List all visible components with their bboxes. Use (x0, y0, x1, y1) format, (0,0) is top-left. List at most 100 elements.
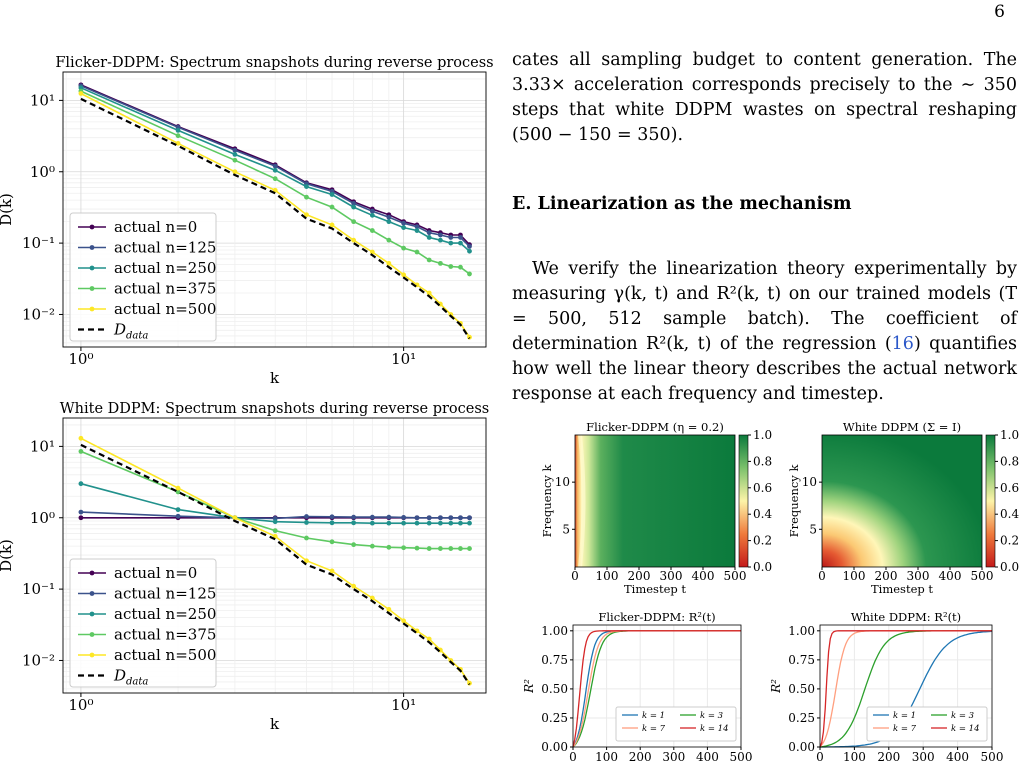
legend-label: actual n=0 (114, 218, 197, 236)
x-tick-label: 200 (629, 750, 652, 763)
data-point (426, 235, 432, 240)
legend-label: actual n=375 (114, 626, 216, 644)
plot-frame (62, 71, 487, 348)
data-point (426, 546, 432, 551)
y-tick-label: 10⁻² (22, 651, 55, 669)
data-point (386, 514, 392, 520)
legend-marker (89, 265, 95, 271)
x-tick-label: 100 (596, 569, 619, 583)
x-tick-label: 0 (816, 750, 824, 763)
data-point (448, 546, 454, 551)
heatmap-cells (575, 435, 735, 567)
data-point (458, 240, 463, 246)
chart-title: Flicker-DDPM: Spectrum snapshots during … (55, 55, 493, 71)
x-axis-label: k (270, 715, 280, 733)
series-line-2 (80, 87, 471, 252)
heatmap-chart-2: 0 100 200 300 400 500 5 10 White DDPM (Σ = I) Tim… (787, 420, 1019, 596)
data-point (467, 248, 472, 254)
data-point (401, 245, 407, 251)
y-tick-label: 0.00 (788, 740, 815, 754)
equation-ref-link[interactable]: 16 (891, 334, 914, 354)
data-point (437, 260, 443, 266)
data-point (232, 157, 238, 163)
data-point (351, 219, 357, 225)
data-point (369, 543, 375, 549)
legend-label: Ddata (113, 321, 148, 342)
data-point (351, 520, 357, 526)
legend-marker (89, 245, 95, 250)
x-tick-label: 400 (946, 750, 969, 763)
paragraph-2: We verify the linearization theory exper… (512, 257, 1017, 407)
y-tick-label: 10 (802, 475, 817, 489)
y-tick-label: 10⁰ (30, 163, 55, 181)
data-point (304, 212, 309, 218)
y-axis-label: D(k) (0, 193, 15, 226)
data-point (78, 449, 84, 454)
data-point (437, 237, 443, 243)
legend-label: k = 1 (642, 711, 665, 721)
data-point (232, 169, 238, 175)
data-point (467, 271, 472, 277)
y-axis-label: D(k) (0, 539, 15, 572)
y-tick-label: 0.75 (541, 653, 568, 667)
spectrum-chart-2: 10¹ 10⁰ 10⁻¹ 10⁻² 10⁰ 10¹ White DDPM: Spectrum… (0, 401, 489, 733)
legend-label: actual n=0 (114, 564, 197, 582)
data-point (329, 514, 335, 520)
x-axis-label: Timestep t (624, 582, 686, 596)
data-point (304, 535, 309, 541)
y-tick-label: 0.50 (541, 682, 568, 696)
x-tick-label: 100 (595, 750, 618, 763)
data-point (175, 127, 181, 133)
data-point (272, 515, 278, 521)
r2-chart-2: 0.00 0.25 0.50 0.75 1.00 0 100 200 300 400 500 Whit… (769, 610, 1003, 763)
plot-frame (574, 434, 736, 568)
y-tick-label: 10¹ (30, 437, 55, 455)
x-tick-label: 10¹ (391, 350, 416, 368)
data-point (458, 515, 463, 521)
data-point (329, 539, 335, 545)
colorbar (985, 434, 996, 568)
colorbar-tick-label: 0.8 (753, 454, 772, 468)
data-point (78, 515, 84, 521)
data-point (458, 235, 463, 240)
data-point (232, 147, 238, 153)
x-tick-label: 300 (660, 569, 683, 583)
data-point (437, 232, 443, 238)
series-line-3 (572, 630, 741, 748)
legend-label: actual n=375 (114, 280, 216, 298)
chart-title: White DDPM (Σ = I) (843, 420, 961, 434)
data-point (386, 544, 392, 550)
x-tick-label: 10¹ (391, 696, 416, 714)
data-point (426, 290, 432, 296)
data-point (426, 515, 432, 521)
legend-label: k = 7 (642, 724, 666, 734)
legend-label-subscript: data (126, 331, 148, 342)
legend-label-main: D (113, 667, 126, 685)
y-tick-label: 10⁻¹ (22, 580, 55, 598)
data-point (369, 228, 375, 233)
data-point (304, 514, 309, 519)
series-line-1 (80, 511, 470, 520)
data-point (414, 224, 420, 230)
series-line-0 (80, 84, 471, 246)
data-point (426, 257, 432, 263)
x-tick-label: 10⁰ (68, 350, 93, 368)
data-point (458, 546, 463, 551)
data-point (401, 272, 407, 278)
legend-label: Ddata (113, 667, 148, 688)
y-axis-label: Frequency k (787, 464, 801, 538)
x-tick-label: 500 (730, 750, 753, 763)
r2-chart-1: 0.00 0.25 0.50 0.75 1.00 0 100 200 300 400 500 Flic… (522, 610, 752, 763)
legend-marker (89, 591, 95, 596)
x-tick-label: 100 (843, 750, 866, 763)
legend-box (69, 212, 217, 342)
data-point (78, 435, 84, 441)
colorbar-tick-label: 0.6 (753, 481, 772, 495)
data-point (401, 545, 407, 551)
legend-marker (89, 652, 95, 658)
data-point (467, 680, 472, 686)
colorbar-tick-label: 0.2 (753, 534, 772, 548)
data-point (329, 222, 335, 228)
series-line-4 (80, 92, 471, 338)
series-line-2 (80, 482, 470, 525)
